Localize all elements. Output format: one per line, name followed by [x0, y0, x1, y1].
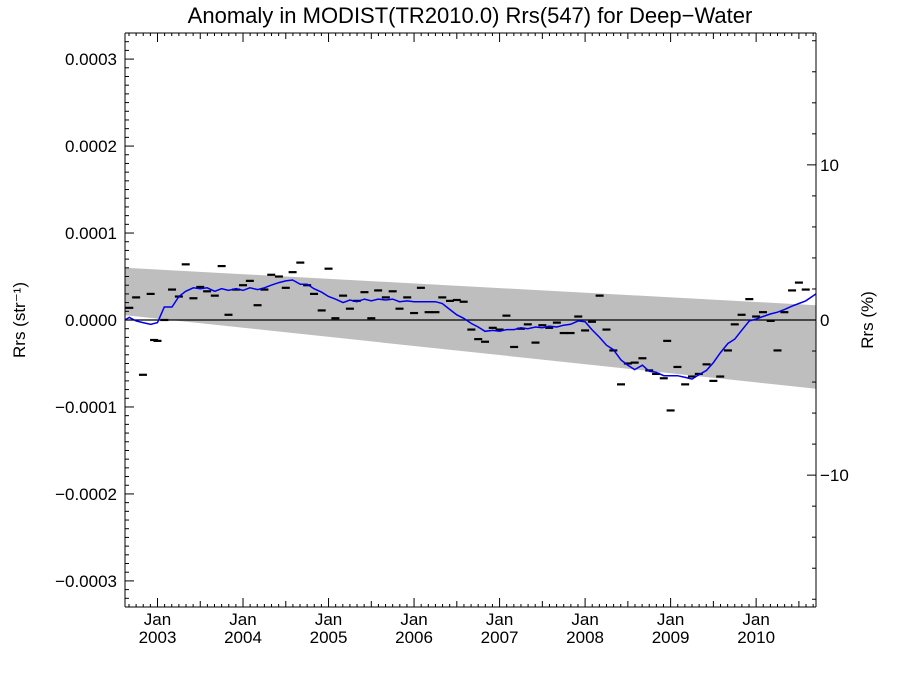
- x-tick-month: Jan: [742, 610, 769, 629]
- x-tick-year: 2010: [737, 628, 775, 647]
- x-tick-month: Jan: [486, 610, 513, 629]
- left-tick-label: −0.0002: [55, 485, 117, 504]
- y-axis-label-left: Rrs (str⁻¹): [10, 282, 29, 358]
- x-tick-year: 2007: [481, 628, 519, 647]
- chart-title: Anomaly in MODIST(TR2010.0) Rrs(547) for…: [188, 3, 753, 28]
- x-tick-month: Jan: [400, 610, 427, 629]
- y-axis-label-right: Rrs (%): [858, 291, 877, 349]
- left-tick-label: 0.0000: [65, 311, 117, 330]
- x-tick-month: Jan: [571, 610, 598, 629]
- smoothed-line-layer: [124, 279, 817, 380]
- uncertainty-band: [125, 267, 816, 389]
- left-tick-label: 0.0003: [65, 50, 117, 69]
- right-tick-label: 10: [820, 156, 839, 175]
- x-tick-year: 2005: [310, 628, 348, 647]
- left-tick-label: −0.0001: [55, 398, 117, 417]
- x-tick-month: Jan: [657, 610, 684, 629]
- x-tick-month: Jan: [229, 610, 256, 629]
- x-tick-month: Jan: [144, 610, 171, 629]
- x-tick-year: 2003: [139, 628, 177, 647]
- left-tick-label: 0.0002: [65, 137, 117, 156]
- left-tick-label: 0.0001: [65, 224, 117, 243]
- right-tick-label: 0: [820, 311, 829, 330]
- x-tick-year: 2009: [652, 628, 690, 647]
- ticks-layer: 0.0003 0.0002 0.0001 0.0000 −0.0001 −0.0002 −0…: [55, 33, 849, 647]
- x-tick-year: 2004: [224, 628, 262, 647]
- uncertainty-band-layer: [125, 267, 816, 389]
- x-tick-month: Jan: [315, 610, 342, 629]
- smoothed-line: [124, 279, 817, 380]
- left-tick-label: −0.0003: [55, 572, 117, 591]
- x-tick-year: 2008: [566, 628, 604, 647]
- right-tick-label: −10: [820, 466, 849, 485]
- x-tick-year: 2006: [395, 628, 433, 647]
